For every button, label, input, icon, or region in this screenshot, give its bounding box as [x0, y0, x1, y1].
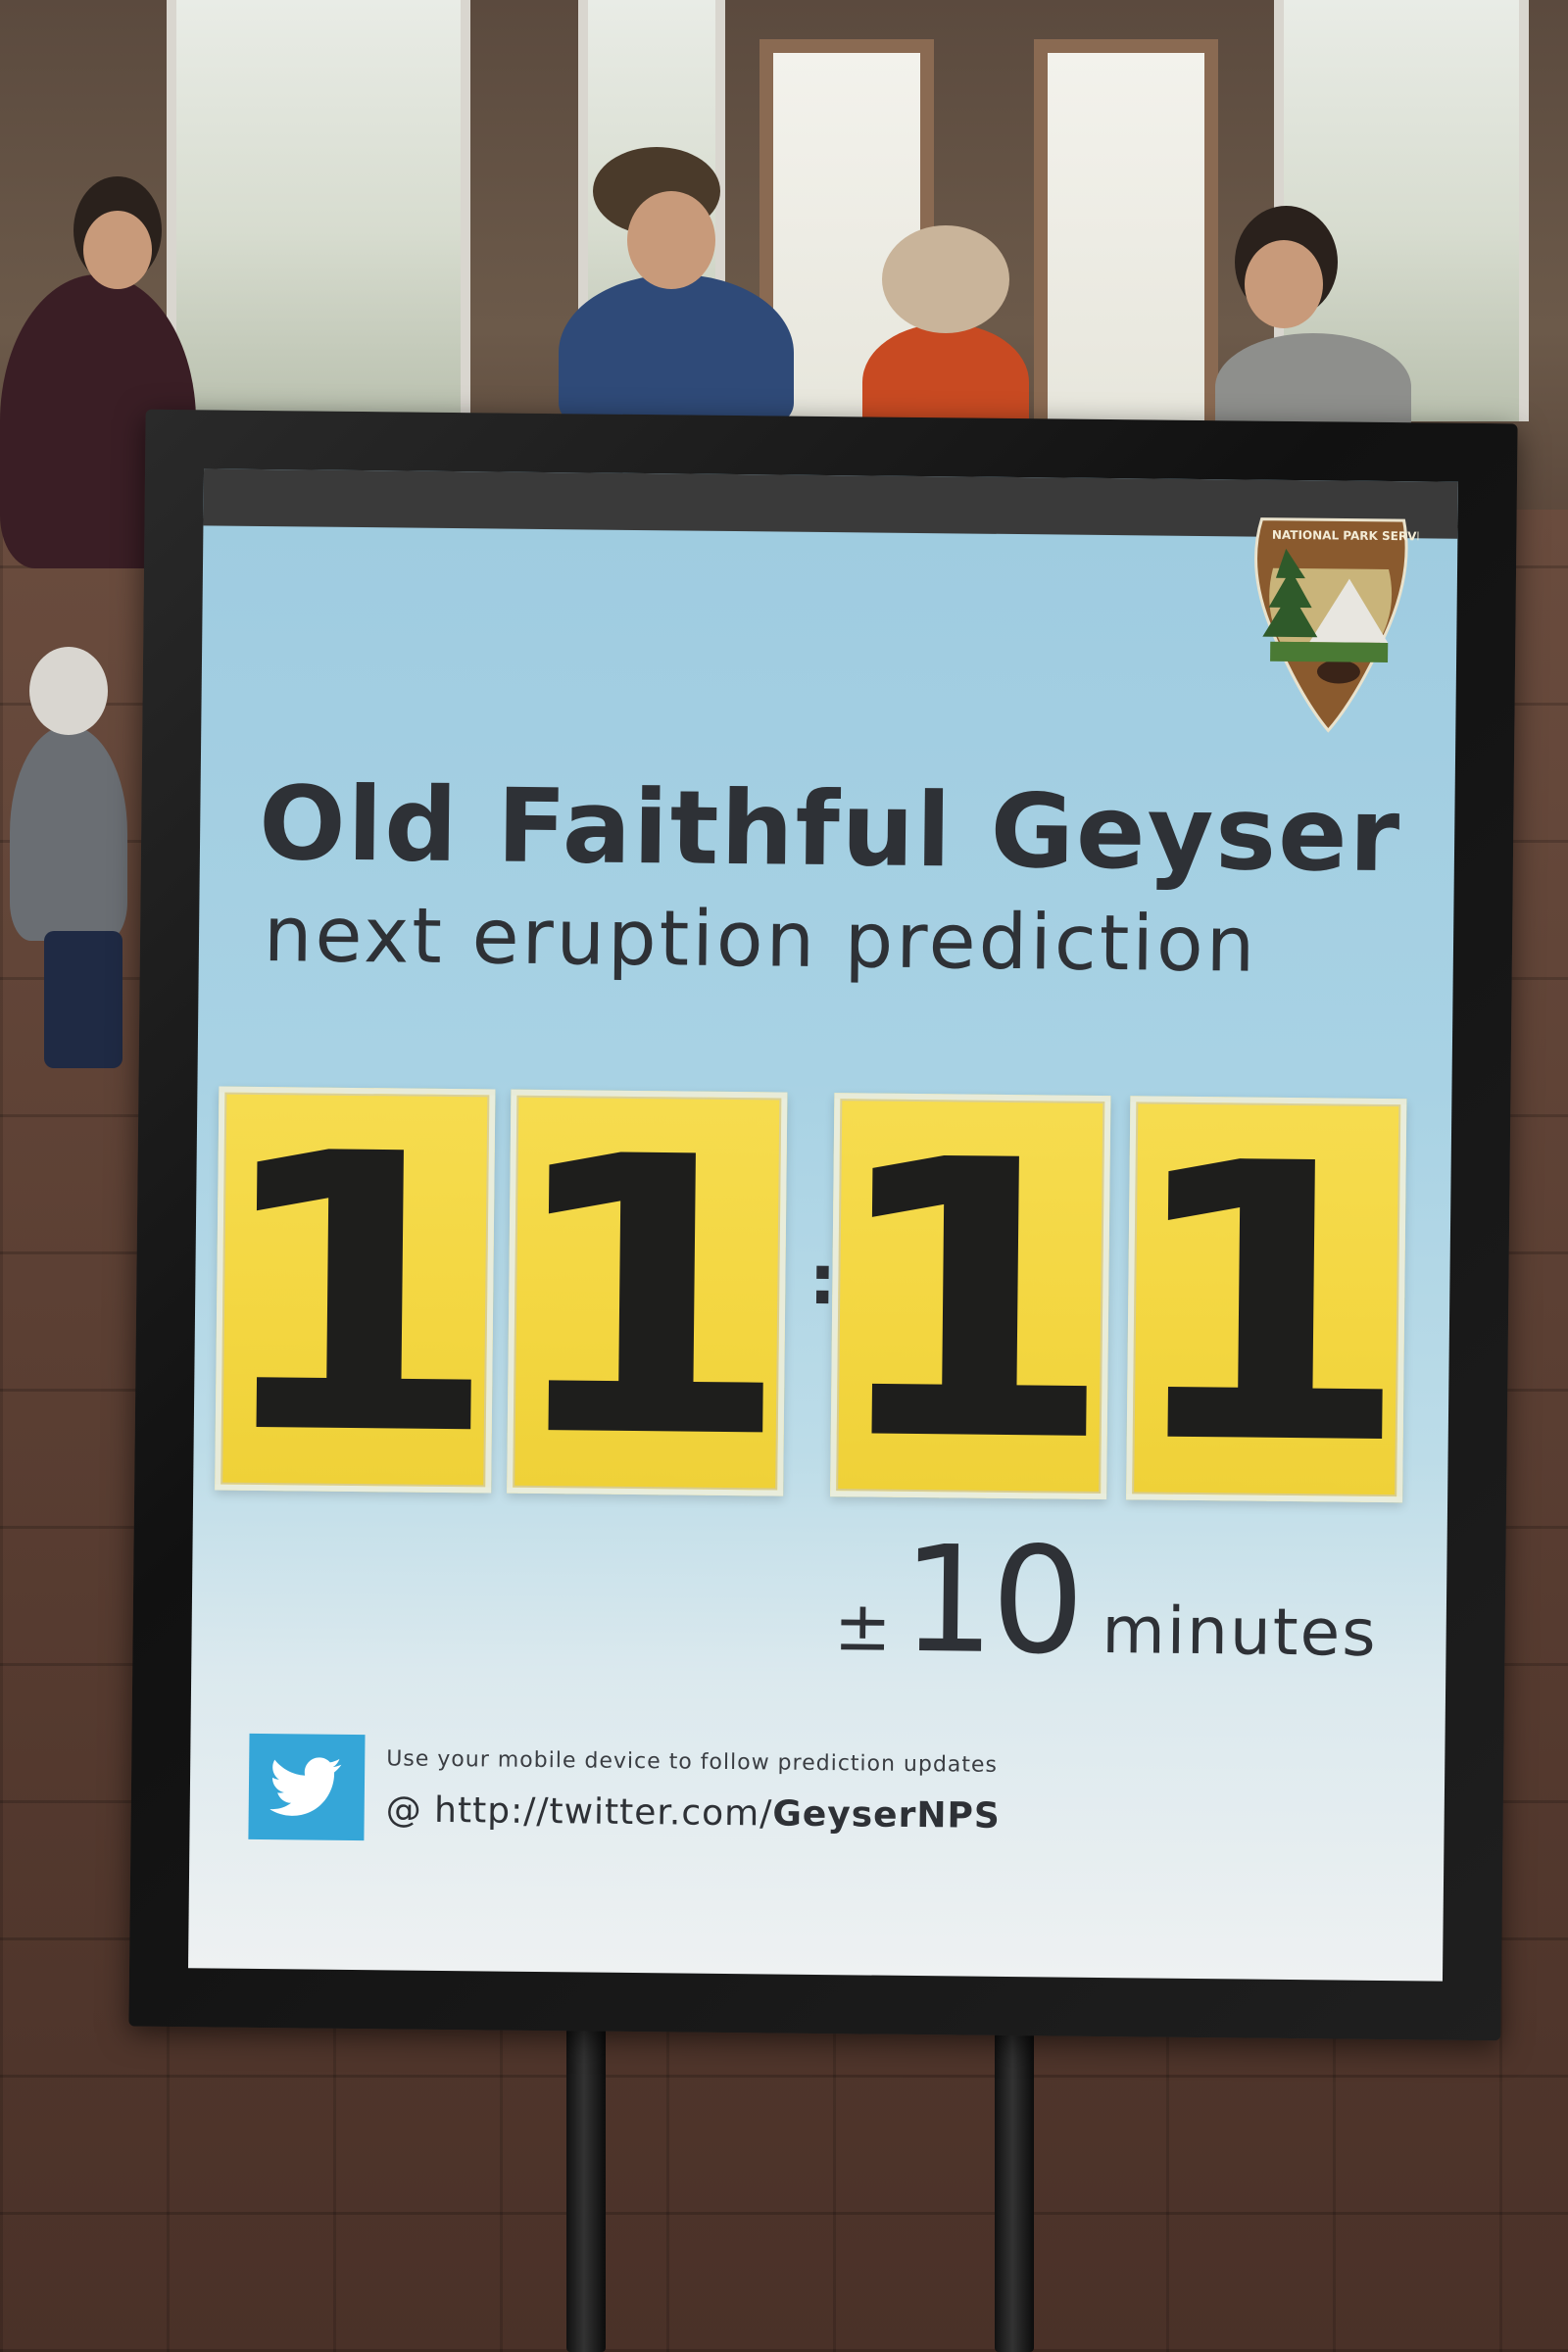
person-child-legs	[44, 931, 122, 1068]
minute-ones-card: 1	[1126, 1096, 1407, 1503]
nps-logo-text: NATIONAL PARK SERVICE	[1272, 528, 1419, 544]
hour-ones-digit: 1	[507, 1089, 788, 1496]
minute-ones-digit: 1	[1126, 1096, 1407, 1503]
tolerance-value: 10	[901, 1514, 1082, 1688]
stand-pole-left	[566, 2019, 606, 2352]
person-child	[10, 725, 127, 941]
twitter-note: Use your mobile device to follow predict…	[386, 1746, 999, 1778]
tolerance-unit: minutes	[1102, 1592, 1379, 1671]
twitter-link: @ http://twitter.com/GeyserNPS	[386, 1789, 1002, 1837]
person-photographer	[559, 274, 794, 431]
nps-arrowhead-icon: NATIONAL PARK SERVICE	[1240, 509, 1438, 736]
hour-ones-card: 1	[507, 1089, 788, 1496]
stand-pole-right	[995, 2019, 1034, 2352]
sign-title: Old Faithful Geyser	[258, 762, 1402, 896]
tolerance-sign: ±	[833, 1586, 893, 1667]
person-child-head	[29, 647, 108, 735]
twitter-handle: GeyserNPS	[772, 1793, 1002, 1837]
door-right	[1034, 39, 1218, 439]
twitter-url-prefix: @ http://twitter.com/	[385, 1789, 773, 1835]
minute-tens-card: 1	[830, 1093, 1111, 1500]
person-right-face	[1245, 240, 1323, 328]
prediction-tolerance: ± 10 minutes	[833, 1514, 1378, 1690]
sign-panel: NATIONAL PARK SERVICE Old Faithful Geyse…	[188, 468, 1458, 1982]
minute-tens-digit: 1	[830, 1093, 1111, 1500]
sign-frame: NATIONAL PARK SERVICE Old Faithful Geyse…	[128, 409, 1518, 2041]
person-photographer-face	[627, 191, 715, 289]
hour-tens-digit: 1	[215, 1086, 496, 1494]
window-left	[167, 0, 470, 421]
person-hiker-hat	[882, 225, 1009, 333]
person-left-face	[83, 211, 152, 289]
twitter-bird-icon	[248, 1733, 366, 1841]
sign-subtitle: next eruption prediction	[263, 891, 1258, 990]
prediction-time: 1 1 : 1 1	[215, 1086, 1434, 1511]
hour-tens-card: 1	[215, 1086, 496, 1494]
